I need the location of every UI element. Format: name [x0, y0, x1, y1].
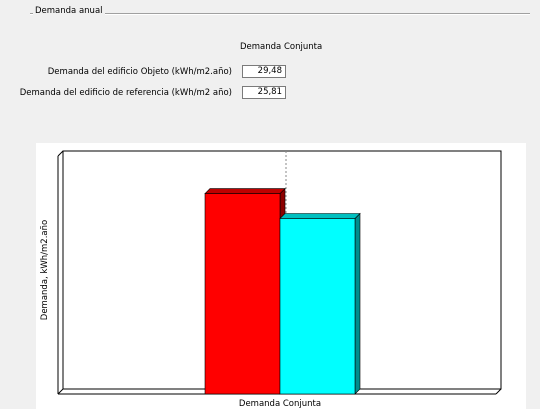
- section-divider: [30, 13, 530, 15]
- axis-corner-top: [57, 150, 64, 157]
- value-field-referencia: 25,81: [242, 86, 286, 99]
- row-label-referencia: Demanda del edificio de referencia (kWh/…: [19, 88, 232, 98]
- section-title: Demanda anual: [33, 6, 105, 16]
- row-label-objeto: Demanda del edificio Objeto (kWh/m2.año): [47, 67, 232, 77]
- bar-side-2: [354, 212, 361, 395]
- bar-top-1: [204, 188, 286, 194]
- value-field-objeto: 29,48: [242, 65, 286, 78]
- bar-2: [279, 218, 356, 395]
- axis-corner-left: [57, 388, 64, 395]
- axis-corner-right: [495, 388, 502, 395]
- bar-1: [204, 193, 281, 395]
- bar-top-2: [279, 213, 361, 219]
- y-axis-label: Demanda, kWh/m2.año: [40, 220, 50, 320]
- column-header: Demanda Conjunta: [240, 42, 323, 52]
- demand-bar-chart: Demanda, kWh/m2.año Demanda Conjunta: [40, 150, 502, 409]
- x-tick-label: Demanda Conjunta: [239, 399, 321, 409]
- chart-panel: Demanda, kWh/m2.año Demanda Conjunta: [36, 143, 526, 409]
